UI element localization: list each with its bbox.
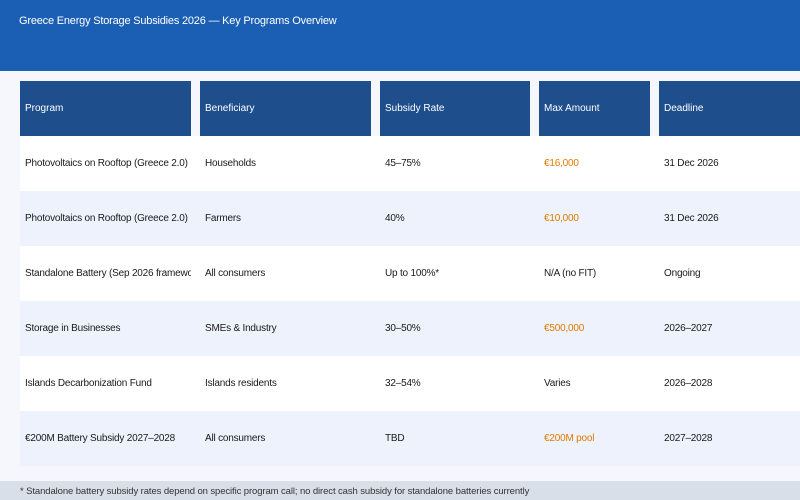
table-cell-deadline: 31 Dec 2026 <box>659 136 800 191</box>
table-cell-beneficiary: Islands residents <box>200 356 371 411</box>
table-cell-beneficiary: Farmers <box>200 191 371 246</box>
cell-gap <box>191 301 200 356</box>
cell-gap <box>0 191 20 246</box>
cell-gap <box>371 301 380 356</box>
cell-gap <box>650 411 659 466</box>
table-cell-max-amount: €10,000 <box>539 191 650 246</box>
cell-gap <box>0 246 20 301</box>
cell-gap <box>650 136 659 191</box>
cell-gap <box>371 411 380 466</box>
table-cell-deadline: 2026–2027 <box>659 301 800 356</box>
table-cell-max-amount: Varies <box>539 356 650 411</box>
column-header-deadline[interactable]: Deadline <box>659 81 800 136</box>
table-cell-subsidy-rate: 32–54% <box>380 356 530 411</box>
cell-gap <box>191 246 200 301</box>
table-cell-beneficiary: All consumers <box>200 246 371 301</box>
footnote-bar: * Standalone battery subsidy rates depen… <box>0 481 800 500</box>
cell-gap <box>530 356 539 411</box>
table-cell-beneficiary: Households <box>200 136 371 191</box>
content-area: Program Beneficiary Subsidy Rate Max Amo… <box>0 71 800 481</box>
table-cell-deadline: Ongoing <box>659 246 800 301</box>
table-cell-max-amount: €500,000 <box>539 301 650 356</box>
table-cell-deadline: 2026–2028 <box>659 356 800 411</box>
cell-gap <box>0 136 20 191</box>
cell-gap <box>0 411 20 466</box>
footnote: * Standalone battery subsidy rates depen… <box>20 486 530 497</box>
cell-gap <box>191 136 200 191</box>
cell-gap <box>650 246 659 301</box>
cell-gap <box>530 191 539 246</box>
table-cell-max-amount: N/A (no FIT) <box>539 246 650 301</box>
table-cell-program: Photovoltaics on Rooftop (Greece 2.0) <box>20 191 191 246</box>
column-header-program[interactable]: Program <box>20 81 191 136</box>
table-cell-program: Photovoltaics on Rooftop (Greece 2.0) <box>20 136 191 191</box>
table-cell-subsidy-rate: 40% <box>380 191 530 246</box>
page-title: Greece Energy Storage Subsidies 2026 — K… <box>19 15 337 27</box>
column-header-subsidy-rate[interactable]: Subsidy Rate <box>380 81 530 136</box>
table-cell-program: Storage in Businesses <box>20 301 191 356</box>
table-cell-beneficiary: All consumers <box>200 411 371 466</box>
column-header-beneficiary[interactable]: Beneficiary <box>200 81 371 136</box>
table-cell-subsidy-rate: TBD <box>380 411 530 466</box>
cell-gap <box>650 356 659 411</box>
header-bar: Greece Energy Storage Subsidies 2026 — K… <box>0 0 800 71</box>
cell-gap <box>530 246 539 301</box>
cell-gap <box>530 411 539 466</box>
table-cell-max-amount: €200M pool <box>539 411 650 466</box>
cell-gap <box>0 301 20 356</box>
cell-gap <box>371 191 380 246</box>
table-cell-program: Standalone Battery (Sep 2026 framework) <box>20 246 204 301</box>
cell-gap <box>371 136 380 191</box>
cell-gap <box>650 301 659 356</box>
table-cell-beneficiary: SMEs & Industry <box>200 301 371 356</box>
table-cell-deadline: 31 Dec 2026 <box>659 191 800 246</box>
cell-gap <box>371 246 380 301</box>
column-header-max-amount[interactable]: Max Amount <box>539 81 650 136</box>
cell-gap <box>191 411 200 466</box>
table-cell-subsidy-rate: Up to 100%* <box>380 246 530 301</box>
table-cell-subsidy-rate: 30–50% <box>380 301 530 356</box>
table-cell-subsidy-rate: 45–75% <box>380 136 530 191</box>
cell-gap <box>530 301 539 356</box>
table-cell-program: Islands Decarbonization Fund <box>20 356 191 411</box>
cell-gap <box>0 356 20 411</box>
cell-gap <box>650 191 659 246</box>
cell-gap <box>191 356 200 411</box>
subsidies-table: Program Beneficiary Subsidy Rate Max Amo… <box>0 81 800 466</box>
table-cell-max-amount: €16,000 <box>539 136 650 191</box>
cell-gap <box>191 191 200 246</box>
cell-gap <box>530 136 539 191</box>
cell-gap <box>371 356 380 411</box>
table-cell-deadline: 2027–2028 <box>659 411 800 466</box>
table-cell-program: €200M Battery Subsidy 2027–2028 <box>20 411 191 466</box>
